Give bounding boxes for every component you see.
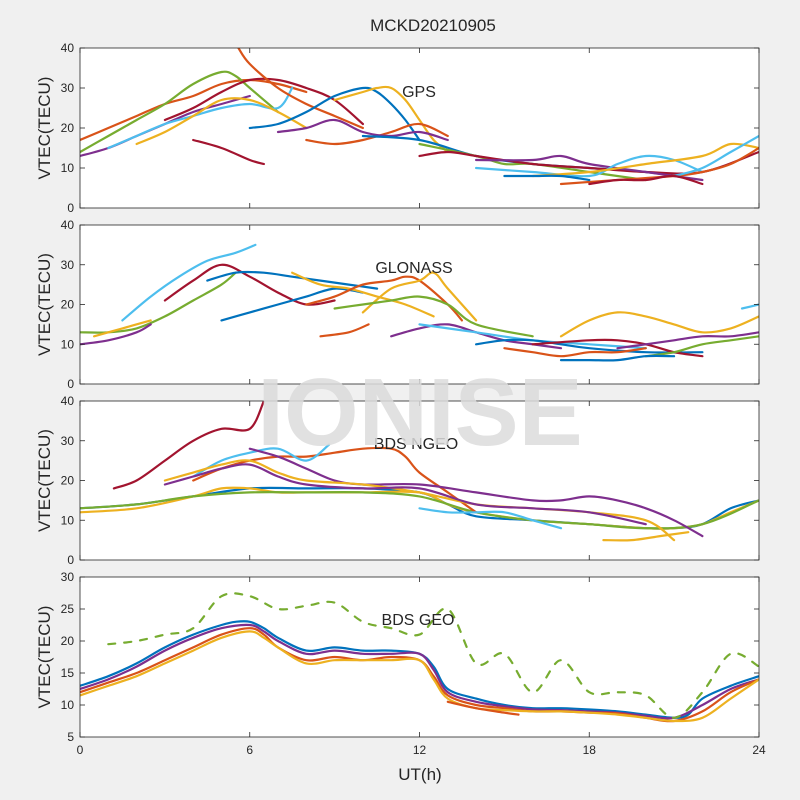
y-tick-label: 20 bbox=[61, 121, 75, 135]
series-line-3 bbox=[93, 319, 152, 338]
series-group bbox=[80, 48, 759, 186]
x-tick-label: 6 bbox=[246, 743, 253, 757]
watermark: IONISE bbox=[257, 359, 582, 466]
series-line-16 bbox=[503, 347, 647, 358]
series-line-20 bbox=[644, 335, 759, 358]
x-axis-label: UT(h) bbox=[398, 765, 441, 784]
series-line-9 bbox=[163, 463, 647, 526]
series-line-6 bbox=[192, 443, 331, 478]
y-tick-label: 15 bbox=[61, 666, 75, 680]
panel-title: GLONASS bbox=[375, 260, 452, 277]
x-tick-label: 24 bbox=[752, 743, 766, 757]
series-line-2 bbox=[80, 323, 152, 346]
y-tick-label: 25 bbox=[61, 602, 75, 616]
panel-1: 0 10 20 30 40 VTEC(TECU) GPS bbox=[35, 41, 760, 215]
series-line-3 bbox=[80, 491, 759, 530]
series-line-3 bbox=[163, 77, 364, 126]
y-tick-label: 0 bbox=[67, 377, 74, 391]
series-line-6 bbox=[107, 592, 759, 719]
y-tick-label: 10 bbox=[61, 698, 75, 712]
y-tick-label: 30 bbox=[61, 434, 75, 448]
x-tick-label: 18 bbox=[583, 743, 597, 757]
y-tick-label: 20 bbox=[61, 298, 75, 312]
y-tick-label: 30 bbox=[61, 258, 75, 272]
figure-title: MCKD20210905 bbox=[370, 16, 496, 35]
x-tick-label: 0 bbox=[77, 743, 84, 757]
y-tick-label: 10 bbox=[61, 513, 75, 527]
x-tick-label: 12 bbox=[413, 743, 427, 757]
series-line-21 bbox=[503, 174, 591, 182]
plot-area bbox=[80, 225, 759, 384]
series-line-10 bbox=[418, 507, 563, 530]
y-tick-label: 20 bbox=[61, 474, 75, 488]
plot-area bbox=[80, 48, 759, 208]
y-axis-label: VTEC(TECU) bbox=[35, 253, 54, 356]
series-line-9 bbox=[248, 86, 421, 142]
panel-3: 0 10 20 30 40 VTEC(TECU) BDS NGEO bbox=[35, 394, 760, 567]
y-tick-label: 40 bbox=[61, 218, 75, 232]
series-line-11 bbox=[602, 531, 690, 542]
y-tick-label: 30 bbox=[61, 570, 75, 584]
series-line-19 bbox=[616, 331, 759, 350]
series-group bbox=[80, 243, 759, 362]
y-tick-label: 20 bbox=[61, 634, 75, 648]
series-line-6 bbox=[206, 270, 379, 290]
series-line-7 bbox=[248, 447, 704, 538]
y-tick-label: 0 bbox=[67, 553, 74, 567]
series-line-7 bbox=[237, 48, 364, 130]
series-line-7 bbox=[220, 287, 364, 322]
series-line-8 bbox=[291, 271, 435, 318]
x-tick-labels: 0 6 12 18 24 bbox=[77, 743, 766, 757]
series-line-22 bbox=[588, 174, 704, 186]
panel-title: BDS GEO bbox=[382, 612, 455, 629]
series-line-21 bbox=[559, 354, 676, 362]
series-line-6 bbox=[135, 97, 308, 146]
series-line-4 bbox=[112, 401, 265, 490]
panels: 0 10 20 30 40 VTEC(TECU) GPS 0 10 20 30 40 VTEC(TECU… bbox=[35, 41, 760, 744]
y-tick-label: 30 bbox=[61, 81, 75, 95]
series-line-2 bbox=[80, 623, 759, 720]
series-line-18 bbox=[559, 311, 759, 338]
panel-title: GPS bbox=[402, 84, 436, 101]
y-axis-label: VTEC(TECU) bbox=[35, 77, 54, 180]
y-tick-label: 0 bbox=[67, 201, 74, 215]
series-line-18 bbox=[531, 142, 759, 178]
series-line-15 bbox=[475, 338, 704, 354]
series-line-8 bbox=[192, 138, 265, 166]
y-tick-label: 5 bbox=[67, 730, 74, 744]
series-line-5 bbox=[107, 86, 294, 150]
series-line-20 bbox=[673, 134, 759, 178]
series-group bbox=[80, 592, 759, 723]
series-line-10 bbox=[333, 85, 449, 154]
y-tick-label: 10 bbox=[61, 337, 75, 351]
series-line-2 bbox=[80, 70, 280, 154]
y-axis-label: VTEC(TECU) bbox=[35, 606, 54, 709]
panel-2: 0 10 20 30 40 VTEC(TECU) GLONASS bbox=[35, 218, 760, 391]
panel-title: BDS NGEO bbox=[374, 436, 458, 453]
series-line-10 bbox=[361, 271, 478, 322]
series-line-11 bbox=[333, 295, 534, 338]
series-line-16 bbox=[475, 154, 704, 182]
y-tick-label: 10 bbox=[61, 161, 75, 175]
panel-4: 5 10 15 20 25 30 VTEC(TECU) BDS GEO bbox=[35, 570, 760, 744]
series-line-5 bbox=[446, 700, 520, 716]
series-line-12 bbox=[319, 323, 370, 338]
y-tick-label: 40 bbox=[61, 394, 75, 408]
y-axis-label: VTEC(TECU) bbox=[35, 429, 54, 532]
series-line-4 bbox=[121, 243, 257, 322]
series-group bbox=[80, 401, 759, 542]
series-line-4 bbox=[80, 630, 759, 723]
plot-area bbox=[80, 577, 759, 737]
y-tick-label: 40 bbox=[61, 41, 75, 55]
series-line-12 bbox=[276, 118, 449, 142]
